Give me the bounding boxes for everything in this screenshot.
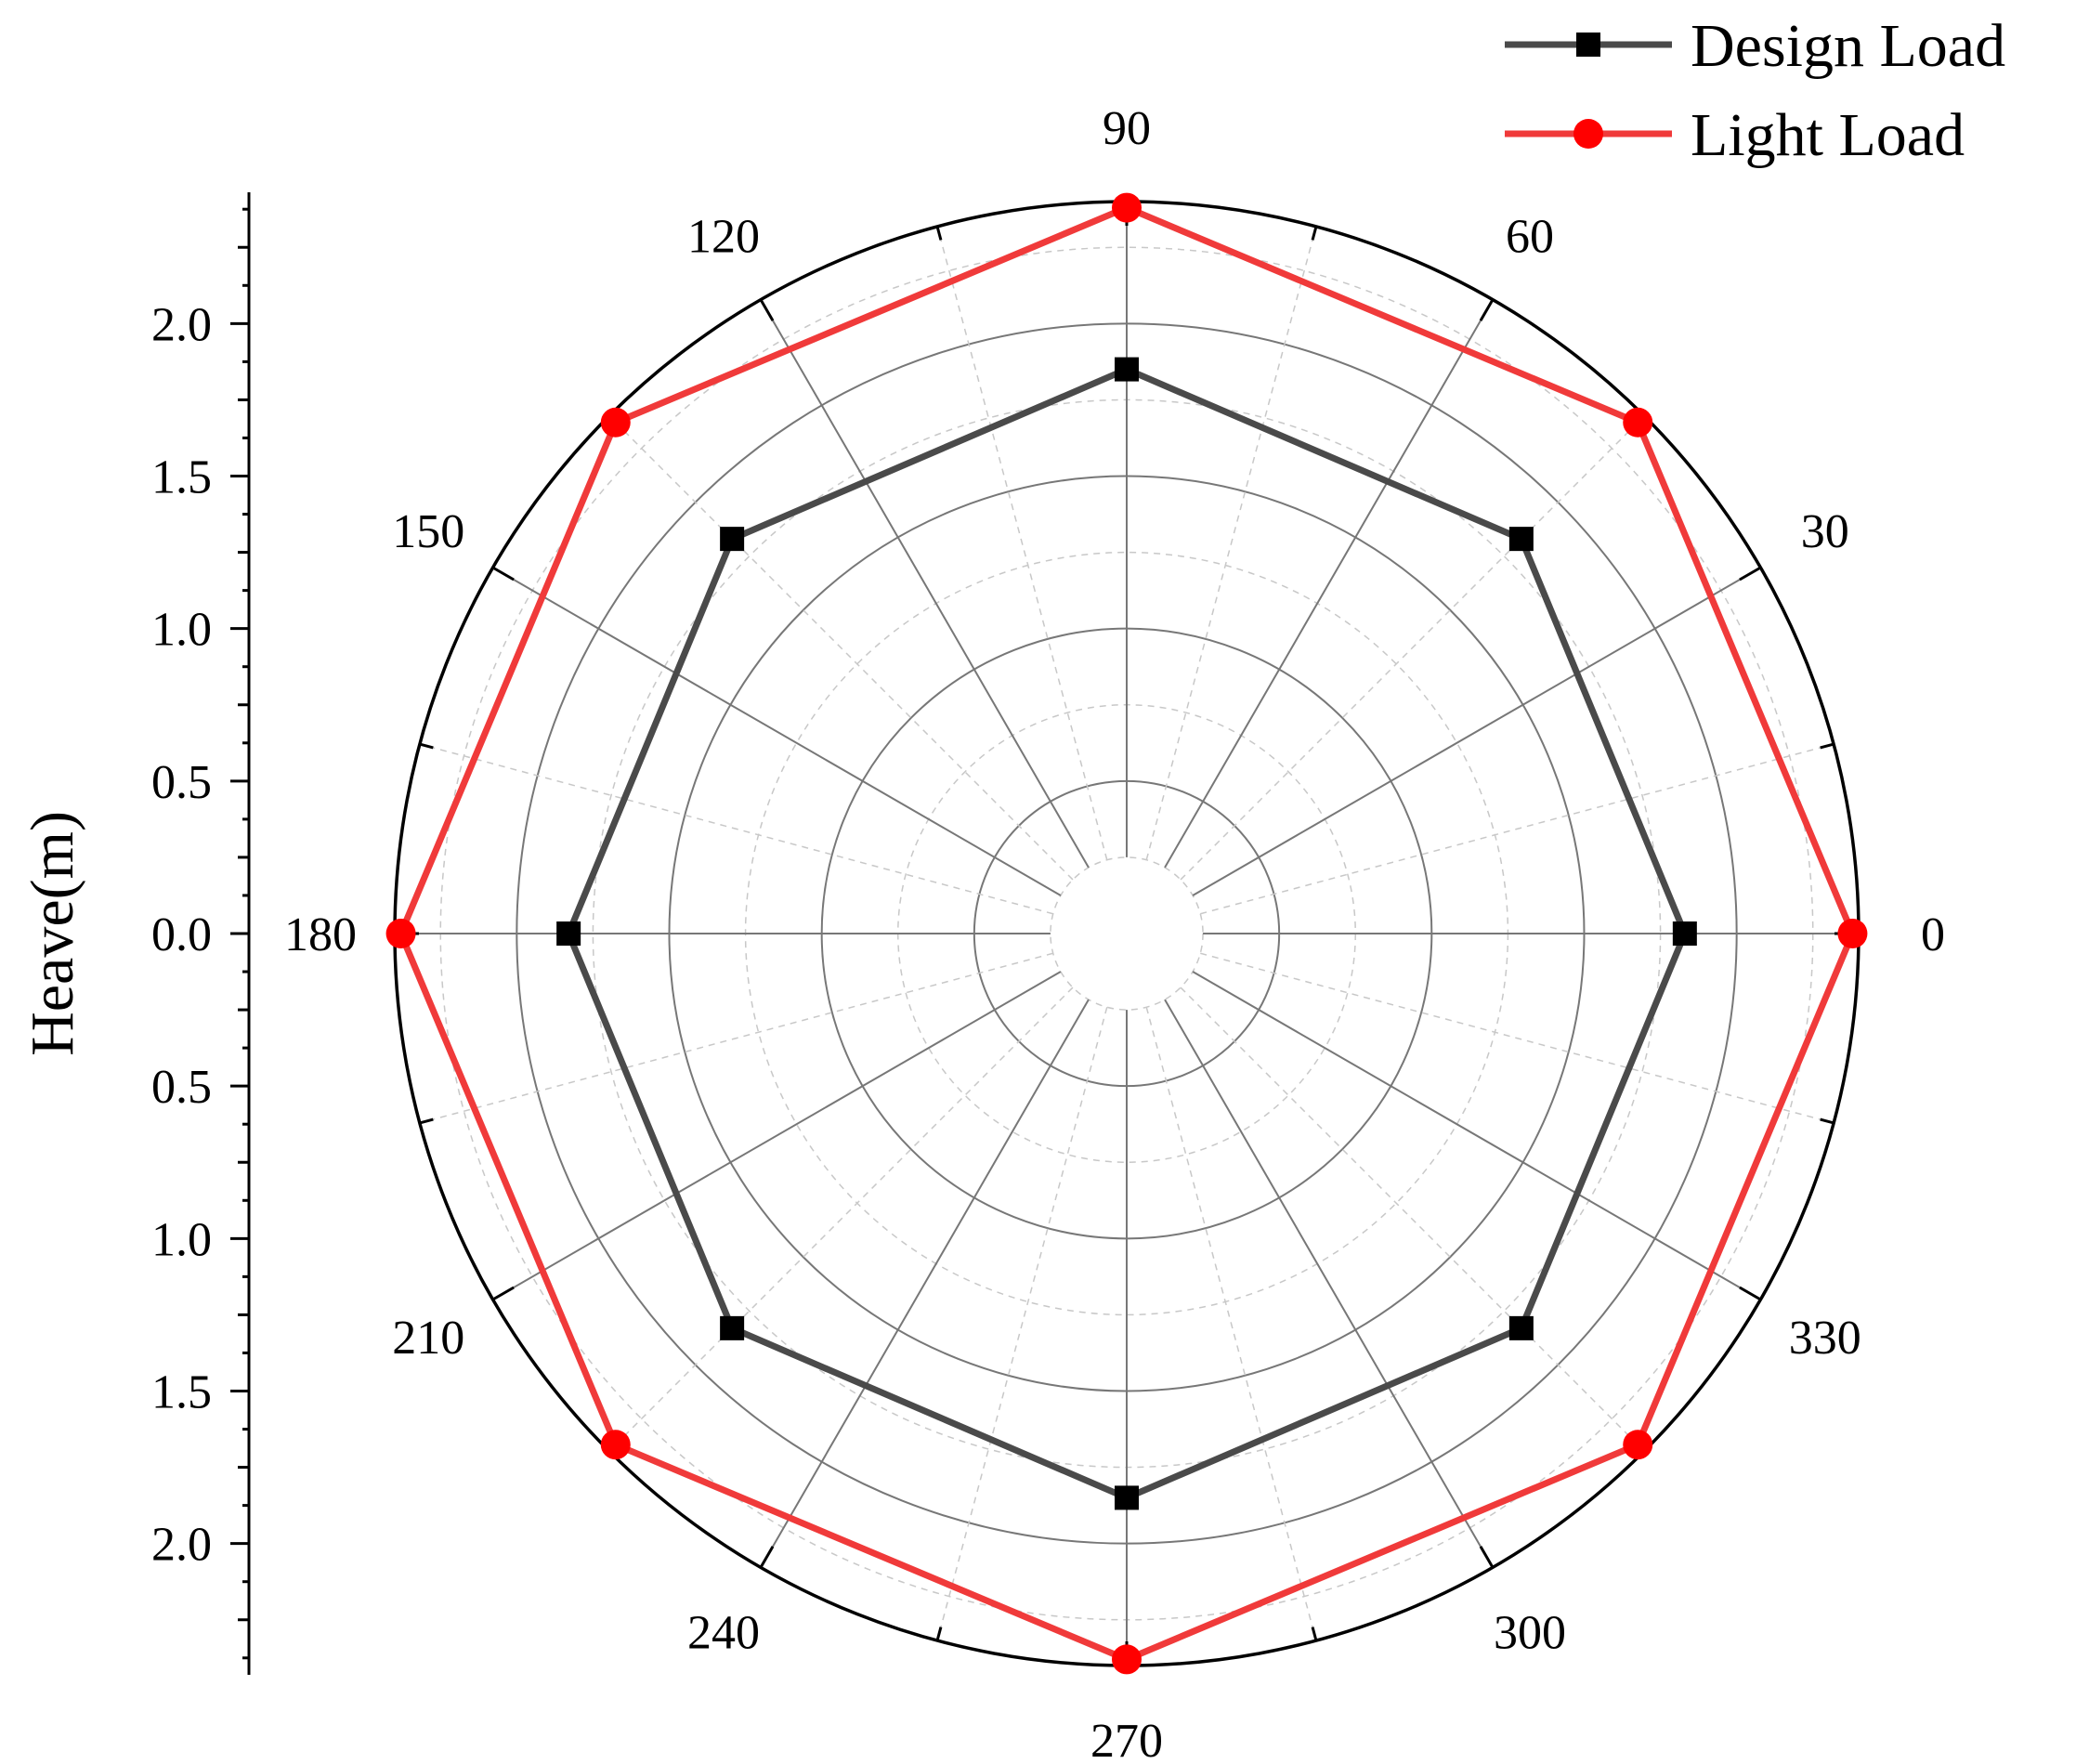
major-grid-spoke <box>1164 299 1494 869</box>
minor-grid-spoke <box>936 1007 1108 1641</box>
angular-tick-label: 90 <box>1103 102 1151 155</box>
data-point-square <box>720 1315 745 1340</box>
radial-tick-label: 1.0 <box>151 1213 212 1266</box>
angular-tick-label: 240 <box>687 1607 760 1660</box>
legend-square-marker <box>1576 33 1600 57</box>
major-grid-spoke <box>1164 999 1494 1568</box>
data-point-circle <box>1837 919 1868 948</box>
minor-grid-circle <box>1050 856 1204 1011</box>
angular-tick-label: 0 <box>1921 908 1945 961</box>
major-grid-spoke <box>760 299 1090 869</box>
data-point-circle <box>1623 1430 1653 1460</box>
major-grid-spoke <box>1192 971 1761 1300</box>
data-point-square <box>1115 1485 1139 1510</box>
radial-tick-label: 1.5 <box>151 451 212 504</box>
series-layer <box>385 192 1868 1675</box>
data-point-circle <box>1623 407 1653 438</box>
data-point-square <box>1672 921 1697 946</box>
angular-labels: 0 30 60 90 120 150 180 210 240 270 300 330 <box>284 102 1945 1764</box>
angular-major-tick <box>1479 1546 1495 1569</box>
minor-grid-spoke <box>419 743 1053 915</box>
angular-minor-tick <box>1311 1627 1318 1641</box>
legend-label: Design Load <box>1691 12 2005 80</box>
angular-minor-tick <box>1820 1117 1834 1125</box>
angular-major-tick <box>491 566 515 581</box>
minor-grid-spoke <box>1180 987 1645 1452</box>
minor-grid-spoke <box>1145 226 1317 860</box>
minor-grid-spoke <box>1145 1007 1317 1641</box>
angular-tick-label: 330 <box>1789 1312 1861 1365</box>
angular-tick-label: 30 <box>1801 505 1849 558</box>
data-point-square <box>1115 357 1139 382</box>
angular-major-tick <box>491 1286 515 1301</box>
minor-grid-spoke <box>1200 952 1834 1124</box>
minor-grid-spoke <box>419 952 1053 1124</box>
data-point-square <box>1508 527 1534 552</box>
data-point-square <box>1508 1315 1534 1340</box>
angular-tick-label: 270 <box>1090 1715 1163 1764</box>
legend-label: Light Load <box>1691 101 1965 169</box>
angular-tick-label: 150 <box>392 505 464 558</box>
major-grid-spoke <box>1192 567 1761 896</box>
minor-grid-spoke <box>1200 743 1834 915</box>
radial-tick-label: 1.0 <box>151 604 212 657</box>
angular-major-tick <box>759 298 775 321</box>
angular-minor-tick <box>419 742 434 750</box>
angular-minor-tick <box>935 1627 943 1641</box>
legend: Design Load Light Load <box>1505 12 2005 169</box>
major-grid-spoke <box>492 971 1062 1300</box>
angular-major-tick <box>1739 1286 1762 1301</box>
data-point-square <box>720 527 745 552</box>
data-point-circle <box>385 919 416 948</box>
angular-minor-tick <box>419 1117 434 1125</box>
angular-tick-label: 210 <box>392 1312 464 1365</box>
angular-tick-label: 60 <box>1506 210 1554 263</box>
major-grid-spoke <box>760 999 1090 1568</box>
minor-grid-spoke <box>608 415 1074 881</box>
legend-item: Light Load <box>1505 101 1965 169</box>
data-point-circle <box>600 407 631 438</box>
radial-tick-label: 2.0 <box>151 298 212 351</box>
radial-tick-label: 0.5 <box>151 756 212 809</box>
radial-tick-label: 1.5 <box>151 1366 212 1419</box>
angular-minor-tick <box>1820 742 1834 750</box>
series-light-load <box>385 192 1868 1675</box>
angular-major-tick <box>1739 566 1762 581</box>
major-grid-spoke <box>492 567 1062 896</box>
radial-tick-label: 0.0 <box>151 908 212 961</box>
data-point-circle <box>600 1430 631 1460</box>
data-point-circle <box>1112 192 1142 223</box>
minor-grid-spoke <box>608 987 1074 1452</box>
minor-grid-spoke <box>1180 415 1645 881</box>
angular-tick-label: 180 <box>284 908 357 961</box>
legend-circle-marker <box>1573 119 1603 149</box>
angular-minor-tick <box>1311 226 1318 241</box>
series-design-load <box>556 357 1697 1510</box>
minor-grid-spoke <box>936 226 1108 860</box>
angular-minor-tick <box>935 226 943 241</box>
data-point-square <box>556 921 581 946</box>
legend-item: Design Load <box>1505 12 2005 80</box>
angular-tick-label: 300 <box>1494 1607 1566 1660</box>
angular-major-tick <box>759 1546 775 1569</box>
data-point-circle <box>1112 1644 1142 1675</box>
radial-axis-title: Heave(m) <box>19 811 86 1056</box>
angular-major-tick <box>1479 298 1495 321</box>
radial-axis: 2.0 1.5 1.0 0.5 0.0 0.5 1.0 1.5 2.0 Heave(m) <box>19 192 251 1675</box>
radial-tick-label: 2.0 <box>151 1519 212 1572</box>
angular-tick-label: 120 <box>687 210 760 263</box>
radial-tick-label: 0.5 <box>151 1061 212 1114</box>
